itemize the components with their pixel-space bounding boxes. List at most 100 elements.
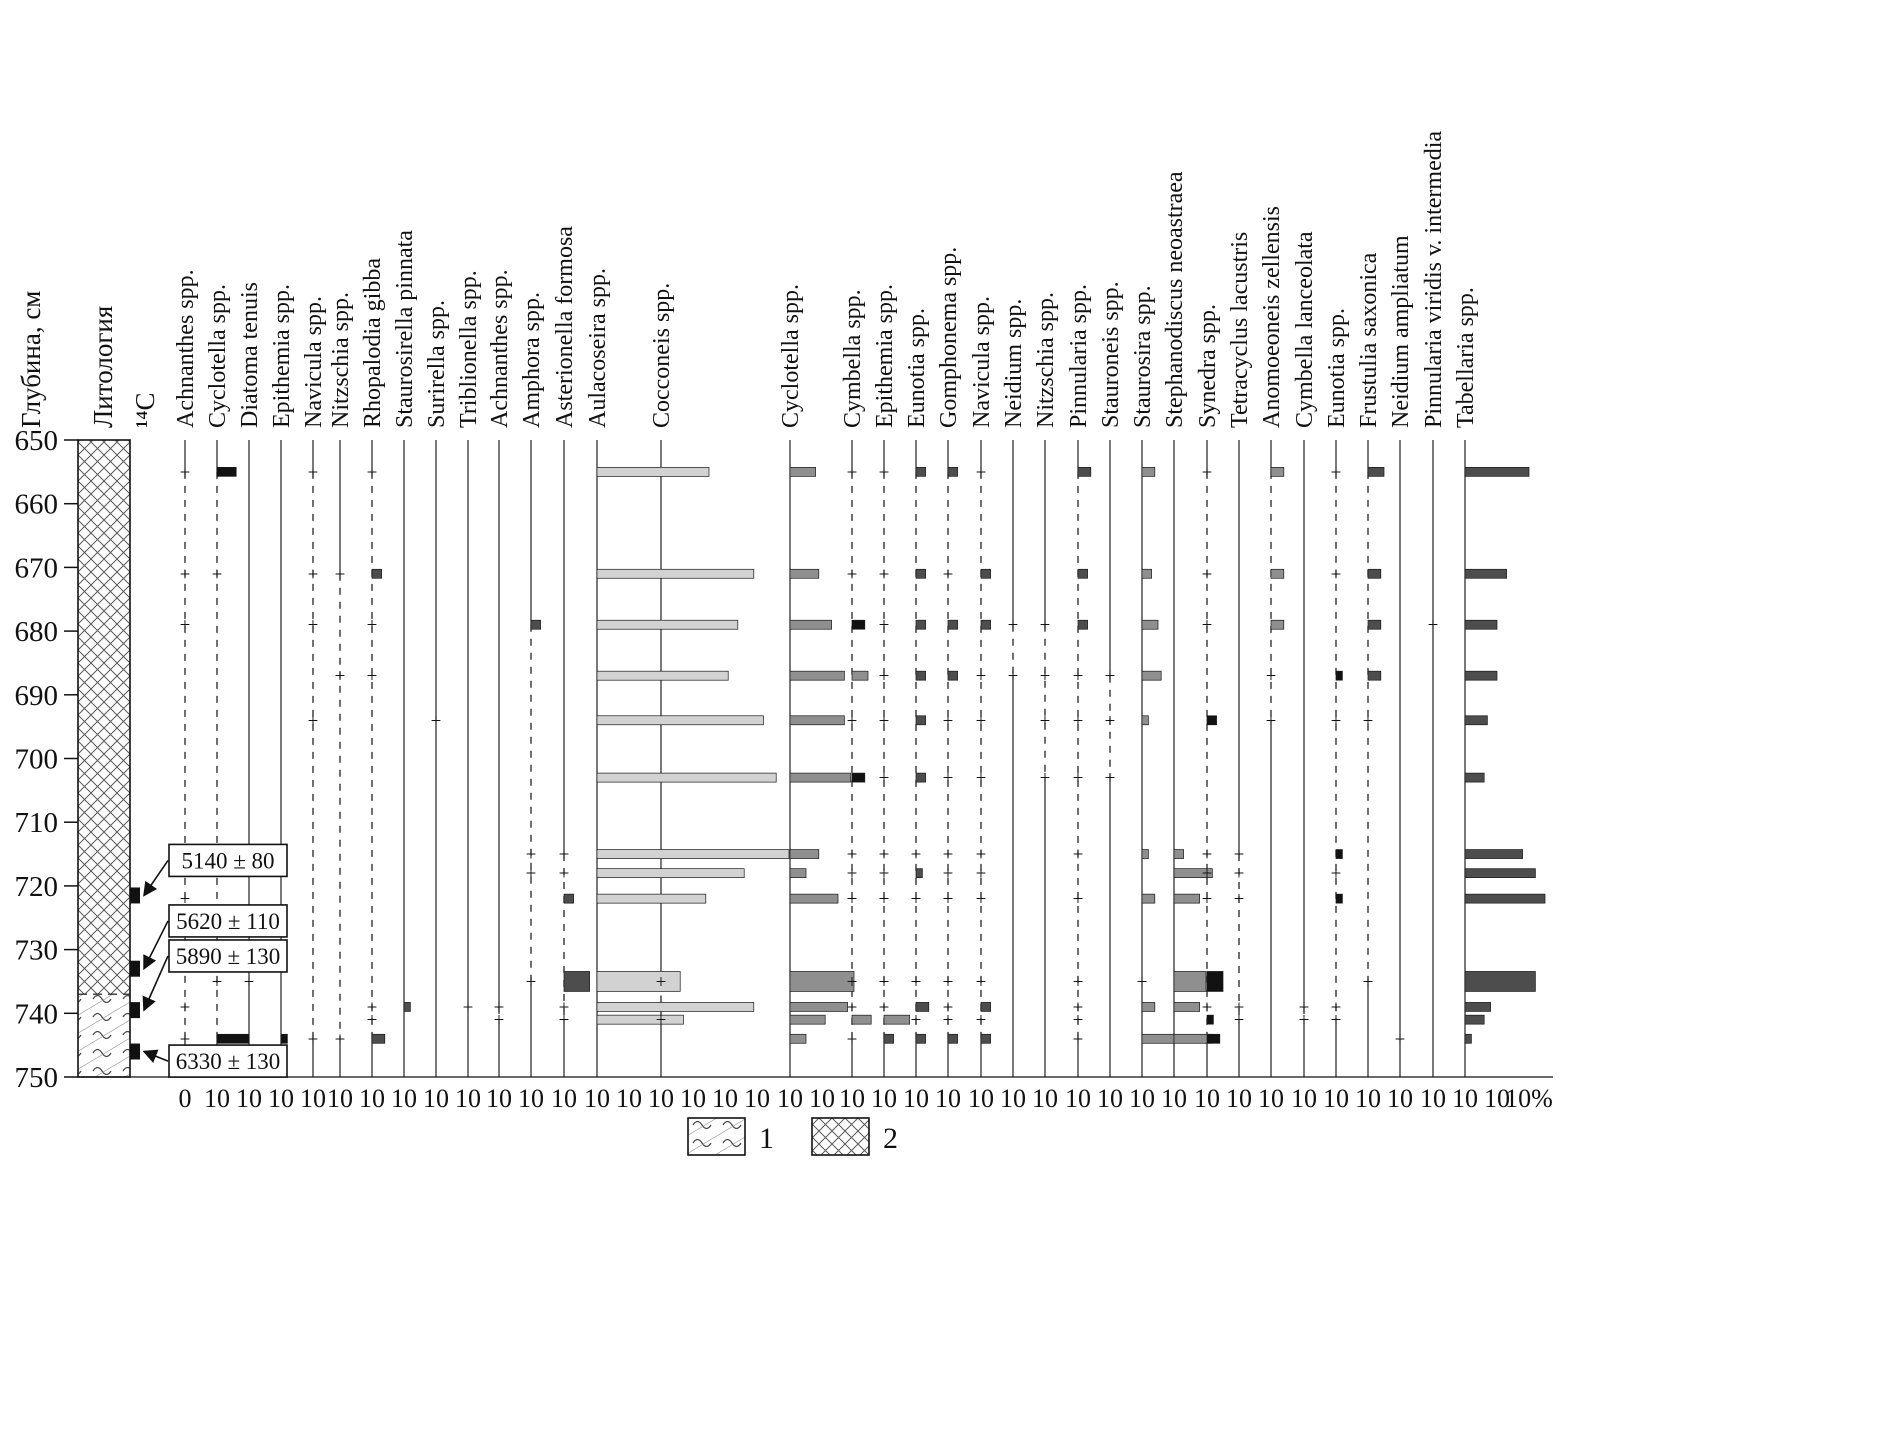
- abundance-bar: [1367, 568, 1382, 579]
- presence-plus: +: [976, 845, 987, 866]
- scale-tick-label: 10: [1161, 1084, 1187, 1113]
- presence-plus: +: [180, 889, 191, 910]
- scale-tick-label: 10: [1032, 1084, 1058, 1113]
- abundance-bar: [947, 1033, 958, 1044]
- abundance-bar: [530, 619, 541, 630]
- abundance-bar: [1141, 568, 1152, 579]
- presence-plus: +: [367, 997, 378, 1018]
- taxon-samples: +: [463, 997, 474, 1018]
- taxon-column: Stauroneis spp.: [1098, 281, 1124, 1077]
- presence-plus: +: [1105, 711, 1116, 732]
- percent-scale: 0 10 10 10 10 10 10 10 10 10 10 10 10 10 10 10 10 10 10 10 1…: [78, 1076, 1553, 1113]
- abundance-bar: [1206, 715, 1217, 726]
- presence-plus: +: [1073, 1029, 1084, 1050]
- presence-plus: +: [943, 768, 954, 789]
- taxon-column: Tetracyclus lacustris: [1227, 232, 1253, 1077]
- presence-plus: +: [976, 972, 987, 993]
- abundance-bar: [851, 670, 869, 681]
- taxon-samples: +++++++++: [976, 462, 991, 1044]
- presence-plus: +: [559, 864, 570, 885]
- presence-plus: +: [1363, 972, 1374, 993]
- scale-tick-label: 10: [1420, 1084, 1446, 1113]
- scale-tick-label: 10: [327, 1084, 353, 1113]
- abundance-bar: [1141, 715, 1149, 726]
- depth-tick-label: 710: [15, 807, 59, 839]
- abundance-bar: [789, 1014, 826, 1025]
- presence-plus: +: [1331, 997, 1342, 1018]
- presence-plus: +: [976, 711, 987, 732]
- depth-tick-label: 660: [15, 489, 59, 521]
- presence-plus: +: [1105, 768, 1116, 789]
- taxon-column: Epithemia spp.: [872, 284, 898, 1077]
- abundance-bar: [915, 568, 926, 579]
- presence-plus: +: [847, 972, 858, 993]
- abundance-bar: [1141, 849, 1149, 859]
- abundance-bar: [216, 467, 237, 477]
- taxon-label: Cyclotella spp.: [205, 284, 231, 428]
- scale-tick-label: 10: [1484, 1084, 1510, 1113]
- scale-tick-label: 10: [712, 1084, 738, 1113]
- presence-plus: +: [911, 889, 922, 910]
- taxon-label: Surirella spp.: [424, 300, 450, 428]
- scale-tick-label: 10: [551, 1084, 577, 1113]
- abundance-bar: [851, 1014, 872, 1025]
- taxon-label: Navicula spp.: [969, 296, 995, 428]
- presence-plus: +: [526, 864, 537, 885]
- scale-tick-label: 10: [1000, 1084, 1026, 1113]
- taxon-column: Synedra spp.: [1195, 304, 1221, 1077]
- legend-label: 1: [759, 1122, 774, 1155]
- scale-tick-label: 10: [391, 1084, 417, 1113]
- abundance-bar: [1173, 1033, 1213, 1044]
- taxon-samples: +: [244, 972, 255, 993]
- taxon-label: Nitzschia spp.: [328, 292, 354, 428]
- taxon-label: Staurosirella pinnata: [392, 230, 418, 428]
- taxon-column: Staurosirella pinnata: [392, 230, 418, 1077]
- presence-plus: +: [494, 997, 505, 1018]
- taxon-column: Asterionella formosa: [552, 226, 578, 1077]
- scale-tick-label: 10: [268, 1084, 294, 1113]
- abundance-bar: [1464, 619, 1498, 630]
- c14-date-box: [168, 843, 288, 878]
- abundance-bar: [980, 619, 991, 630]
- scale-tick-label: 10: [680, 1084, 706, 1113]
- scale-tick-label: 10%: [1505, 1084, 1553, 1113]
- presence-plus: +: [911, 845, 922, 866]
- taxon-column: Achnanthes spp.: [487, 269, 513, 1077]
- taxon-label: Stauroneis spp.: [1098, 281, 1124, 428]
- presence-plus: +: [1299, 997, 1310, 1018]
- presence-plus: +: [1073, 666, 1084, 687]
- taxon-label: Aulacoseira spp.: [585, 268, 611, 428]
- presence-plus: +: [1395, 1029, 1406, 1050]
- presence-plus: +: [847, 997, 858, 1018]
- presence-plus: +: [847, 864, 858, 885]
- abundance-bar: [1173, 1002, 1200, 1012]
- abundance-bar: [1464, 467, 1530, 477]
- taxon-column: Pinnularia spp.: [1066, 284, 1092, 1077]
- presence-plus: +: [1105, 666, 1116, 687]
- taxon-samples: ++: [656, 972, 667, 1031]
- legend-swatch: [811, 1117, 870, 1156]
- taxon-column: Cymbella lanceolata: [1292, 231, 1318, 1077]
- abundance-bar: [789, 670, 845, 681]
- abundance-bar: [851, 619, 866, 630]
- abundance-bar: [851, 772, 866, 783]
- scale-tick-label: 10: [1194, 1084, 1220, 1113]
- scale-tick-label: 10: [1258, 1084, 1284, 1113]
- abundance-bar: [789, 715, 845, 726]
- scale-tick-label: 10: [839, 1084, 865, 1113]
- depth-tick-label: 750: [15, 1062, 59, 1094]
- abundance-bar: [596, 849, 790, 859]
- abundance-bar: [915, 619, 926, 630]
- presence-plus: +: [1202, 889, 1213, 910]
- taxon-label: Cyclotella spp.: [778, 284, 804, 428]
- presence-plus: +: [244, 972, 255, 993]
- abundance-bar: [1464, 893, 1546, 904]
- abundance-bar: [789, 568, 820, 579]
- taxon-samples: +++++++++: [1073, 467, 1092, 1050]
- taxon-label: Eunotia spp.: [1324, 308, 1350, 428]
- presence-plus: +: [1073, 845, 1084, 866]
- abundance-bar: [789, 772, 852, 783]
- presence-plus: +: [1202, 864, 1213, 885]
- presence-plus: +: [879, 768, 890, 789]
